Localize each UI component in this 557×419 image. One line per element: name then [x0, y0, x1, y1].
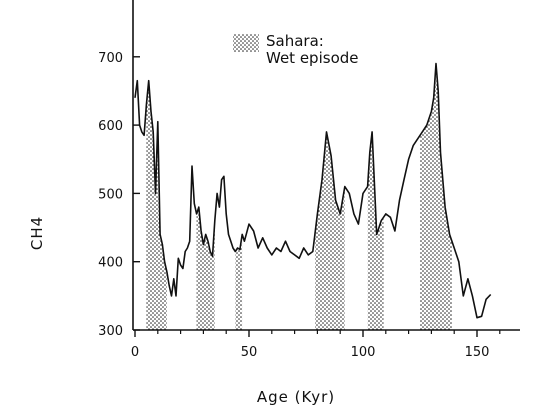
x-tick-label: 100	[351, 345, 376, 360]
series-layer	[134, 62, 492, 319]
wet-episode-band-5	[367, 131, 384, 330]
wet-episode-band-3	[235, 234, 243, 330]
legend: Sahara: Wet episode	[233, 32, 359, 67]
x-tick-label: 150	[465, 345, 490, 360]
x-axis-label: Age (Kyr)	[257, 388, 335, 406]
legend-swatch	[233, 34, 259, 52]
y-tick-label: 500	[98, 187, 123, 202]
y-tick-label: 400	[98, 256, 123, 271]
y-tick-label: 600	[98, 119, 123, 134]
x-tick-label: 50	[241, 345, 258, 360]
axes	[132, 0, 520, 331]
tick-labels: 300 400 500 600 700 0 50 100 150	[98, 51, 501, 360]
wet-episode-band-4	[315, 131, 345, 330]
wet-episode-band-2	[196, 207, 215, 330]
y-axis-label: CH4	[28, 216, 46, 250]
x-tick-label: 0	[131, 345, 139, 360]
wet-episode-band-6	[420, 63, 452, 330]
y-tick-label: 300	[98, 324, 123, 339]
y-tick-label: 700	[98, 51, 123, 66]
wet-episode-shading	[146, 63, 452, 330]
legend-label-line1: Sahara:	[266, 32, 324, 50]
wet-episode-band-1	[146, 80, 167, 330]
ch4-series-line	[134, 62, 492, 319]
legend-label-line2: Wet episode	[266, 49, 359, 67]
